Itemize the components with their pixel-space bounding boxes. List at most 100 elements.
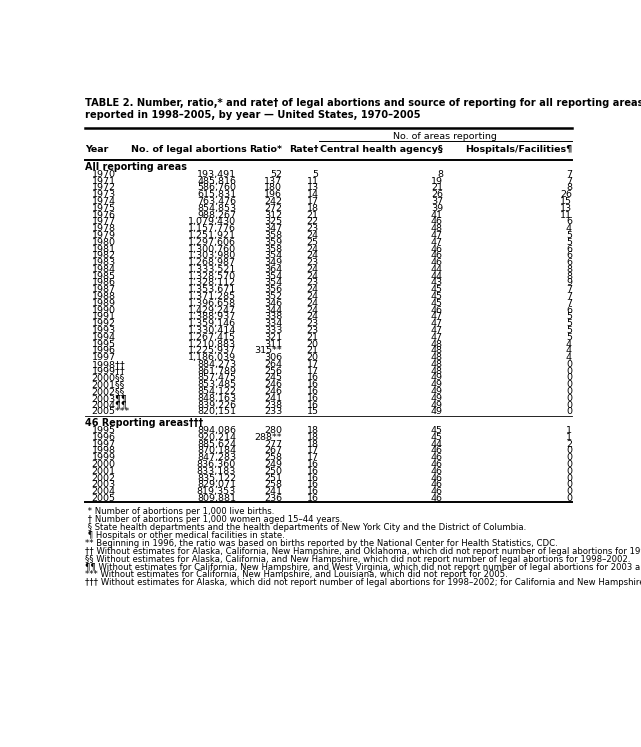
Text: 46: 46 (431, 258, 443, 267)
Text: ¶¶ Without estimates for California, New Hampshire, and West Virginia, which did: ¶¶ Without estimates for California, New… (85, 562, 641, 571)
Text: 1977: 1977 (92, 217, 115, 226)
Text: 44: 44 (431, 265, 443, 274)
Text: 346: 346 (264, 299, 282, 308)
Text: 250: 250 (264, 467, 282, 476)
Text: 23: 23 (306, 224, 319, 233)
Text: 7: 7 (566, 177, 572, 186)
Text: 325: 325 (264, 217, 282, 226)
Text: 344: 344 (264, 306, 282, 314)
Text: Ratio*: Ratio* (249, 146, 282, 155)
Text: 25: 25 (307, 238, 319, 247)
Text: 615,831: 615,831 (197, 190, 236, 199)
Text: 7: 7 (566, 292, 572, 301)
Text: 249: 249 (264, 460, 282, 469)
Text: 22: 22 (307, 217, 319, 226)
Text: 0: 0 (566, 494, 572, 503)
Text: 485,816: 485,816 (197, 177, 236, 186)
Text: 1989: 1989 (92, 299, 115, 308)
Text: 46: 46 (431, 467, 443, 476)
Text: 8: 8 (566, 272, 572, 281)
Text: 1996: 1996 (92, 347, 115, 356)
Text: 1,303,980: 1,303,980 (188, 251, 236, 260)
Text: 23: 23 (306, 258, 319, 267)
Text: 20: 20 (307, 340, 319, 349)
Text: 364: 364 (264, 265, 282, 274)
Text: 49: 49 (431, 394, 443, 403)
Text: 52: 52 (271, 170, 282, 179)
Text: Central health agency§: Central health agency§ (320, 146, 443, 155)
Text: 16: 16 (307, 480, 319, 489)
Text: 6: 6 (566, 244, 572, 253)
Text: 311: 311 (264, 340, 282, 349)
Text: 46: 46 (431, 474, 443, 483)
Text: 1985: 1985 (92, 272, 115, 281)
Text: 347: 347 (264, 224, 282, 233)
Text: 1987: 1987 (92, 285, 115, 294)
Text: 1: 1 (566, 433, 572, 441)
Text: 44: 44 (431, 439, 443, 449)
Text: 241: 241 (264, 394, 282, 403)
Text: 0: 0 (566, 447, 572, 456)
Text: 4: 4 (566, 353, 572, 362)
Text: 21: 21 (431, 184, 443, 193)
Text: 277: 277 (264, 439, 282, 449)
Text: 18: 18 (307, 433, 319, 441)
Text: 251: 251 (264, 474, 282, 483)
Text: 809,881: 809,881 (197, 494, 236, 503)
Text: No. of legal abortions: No. of legal abortions (131, 146, 247, 155)
Text: 1,359,146: 1,359,146 (188, 319, 236, 328)
Text: 46: 46 (431, 447, 443, 456)
Text: 354: 354 (264, 251, 282, 260)
Text: 1,079,430: 1,079,430 (188, 217, 236, 226)
Text: 23: 23 (306, 279, 319, 288)
Text: 5: 5 (313, 170, 319, 179)
Text: 16: 16 (307, 467, 319, 476)
Text: 21: 21 (307, 332, 319, 342)
Text: 1994: 1994 (92, 332, 115, 342)
Text: 5: 5 (566, 319, 572, 328)
Text: 1,267,415: 1,267,415 (188, 332, 236, 342)
Text: 1995: 1995 (92, 340, 115, 349)
Text: 833,183: 833,183 (197, 467, 236, 476)
Text: 820,151: 820,151 (197, 407, 236, 416)
Text: 1,328,112: 1,328,112 (188, 279, 236, 288)
Text: 16: 16 (307, 387, 319, 396)
Text: 1,300,760: 1,300,760 (188, 244, 236, 253)
Text: 2002§§: 2002§§ (92, 387, 125, 396)
Text: 46: 46 (431, 480, 443, 489)
Text: 5: 5 (566, 332, 572, 342)
Text: 46: 46 (431, 251, 443, 260)
Text: 47: 47 (431, 312, 443, 321)
Text: 24: 24 (307, 285, 319, 294)
Text: 352: 352 (264, 292, 282, 301)
Text: 24: 24 (307, 299, 319, 308)
Text: 0: 0 (566, 453, 572, 462)
Text: 1974: 1974 (92, 197, 115, 206)
Text: 2001: 2001 (92, 467, 115, 476)
Text: 26: 26 (560, 190, 572, 199)
Text: 8: 8 (437, 170, 443, 179)
Text: 1,371,285: 1,371,285 (188, 292, 236, 301)
Text: 870,184: 870,184 (197, 447, 236, 456)
Text: ¶ Hospitals or other medical facilities in state.: ¶ Hospitals or other medical facilities … (85, 531, 285, 540)
Text: 1979: 1979 (92, 231, 115, 240)
Text: 137: 137 (264, 177, 282, 186)
Text: TABLE 2. Number, ratio,* and rate† of legal abortions and source of reporting fo: TABLE 2. Number, ratio,* and rate† of le… (85, 99, 641, 120)
Text: 24: 24 (307, 231, 319, 240)
Text: 1,388,937: 1,388,937 (188, 312, 236, 321)
Text: 312: 312 (264, 211, 282, 220)
Text: 857,475: 857,475 (197, 374, 236, 382)
Text: 24: 24 (307, 251, 319, 260)
Text: 1,251,921: 1,251,921 (188, 231, 236, 240)
Text: No. of areas reporting: No. of areas reporting (394, 131, 497, 140)
Text: 24: 24 (307, 265, 319, 274)
Text: 4: 4 (566, 340, 572, 349)
Text: 884,273: 884,273 (197, 360, 236, 369)
Text: 242: 242 (264, 197, 282, 206)
Text: 48: 48 (431, 340, 443, 349)
Text: 246: 246 (264, 380, 282, 389)
Text: 236: 236 (264, 494, 282, 503)
Text: 256: 256 (264, 367, 282, 376)
Text: 920,214: 920,214 (197, 433, 236, 441)
Text: 6: 6 (566, 251, 572, 260)
